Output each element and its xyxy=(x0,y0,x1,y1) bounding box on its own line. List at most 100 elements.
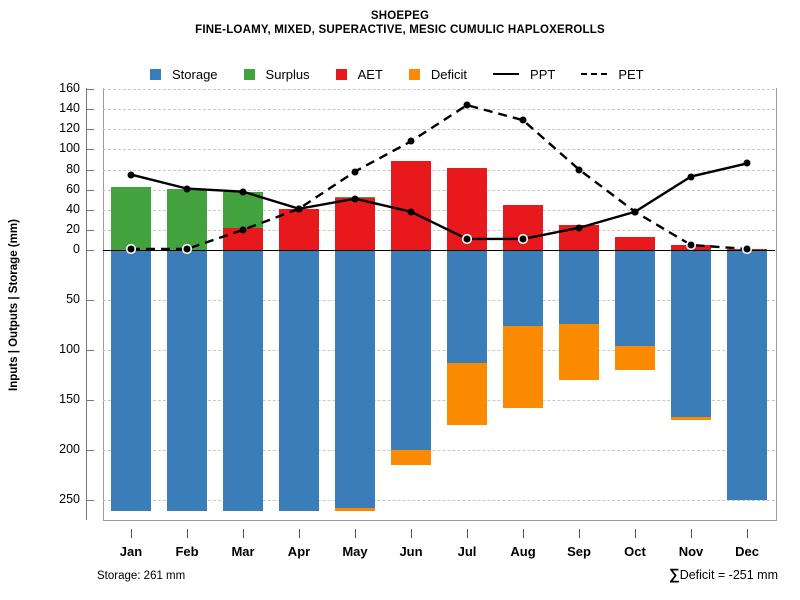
datapoint-ppt-sep xyxy=(575,224,583,232)
x-tick-mark-dec xyxy=(747,529,748,538)
y-tick-label: 80 xyxy=(66,161,80,176)
zero-line xyxy=(103,250,775,251)
y-tick-mark xyxy=(86,129,94,131)
legend-label-surplus: Surplus xyxy=(265,66,310,82)
legend-dashed-line-icon xyxy=(581,73,608,75)
datapoint-ppt-nov xyxy=(687,173,695,181)
x-tick-label-feb: Feb xyxy=(175,544,199,559)
gridline xyxy=(103,89,775,90)
sigma-icon: ∑ xyxy=(669,566,680,583)
datapoint-ppt-jun xyxy=(407,208,415,216)
legend-item-pet: PET xyxy=(581,67,669,82)
line-pet xyxy=(131,103,748,251)
line-series-layer xyxy=(130,103,748,251)
x-tick-mark-jun xyxy=(411,529,412,538)
datapoint-pet-jul xyxy=(463,101,471,109)
bar-surplus-feb xyxy=(166,188,208,250)
x-tick-label-jan: Jan xyxy=(119,544,143,559)
bar-deficit-jun xyxy=(390,450,432,465)
bar-storage-nov xyxy=(670,250,712,417)
datapoint-pet-may xyxy=(351,168,359,175)
storage-note: Storage: 261 mm xyxy=(97,570,186,582)
x-tick-mark-apr xyxy=(299,529,300,538)
x-tick-label-sep: Sep xyxy=(567,544,591,559)
bar-deficit-sep xyxy=(558,324,600,380)
bar-storage-mar xyxy=(222,250,264,511)
line-ppt xyxy=(130,162,748,241)
y-tick-label: 20 xyxy=(66,221,80,236)
gridline xyxy=(103,400,775,401)
y-tick-label: 150 xyxy=(59,392,80,406)
datapoint-ppt-aug xyxy=(519,235,527,243)
y-tick-mark xyxy=(86,189,94,191)
bar-deficit-oct xyxy=(614,346,656,370)
legend-swatch-aet-icon xyxy=(335,68,347,80)
y-tick-mark xyxy=(86,500,94,501)
chart-legend: Storage Surplus AET Deficit PPT PET xyxy=(150,64,710,84)
bar-deficit-jul xyxy=(446,363,488,425)
gridline xyxy=(103,500,775,501)
x-tick-mark-feb xyxy=(187,529,188,538)
bar-storage-may xyxy=(334,250,376,508)
gridline xyxy=(103,209,775,211)
legend-label-storage: Storage xyxy=(172,66,218,82)
bar-aet-oct xyxy=(614,236,656,250)
y-tick-mark xyxy=(86,169,94,171)
bar-storage-sep xyxy=(558,250,600,324)
y-tick-label: 250 xyxy=(59,492,80,506)
legend-label-deficit: Deficit xyxy=(430,66,468,82)
legend-item-storage: Storage xyxy=(150,67,244,82)
legend-item-deficit: Deficit xyxy=(408,66,493,82)
y-tick-label: 140 xyxy=(59,101,80,116)
datapoint-pet-jun xyxy=(407,137,415,145)
y-tick-mark xyxy=(86,400,94,401)
datapoint-pet-sep xyxy=(575,166,583,173)
bar-storage-oct xyxy=(614,250,656,346)
bar-deficit-nov xyxy=(670,417,712,420)
plot-frame xyxy=(103,88,777,521)
x-tick-label-aug: Aug xyxy=(510,544,536,559)
x-tick-mark-aug xyxy=(523,529,524,538)
bar-surplus-mar xyxy=(222,191,264,228)
x-tick-label-apr: Apr xyxy=(287,544,311,559)
y-tick-mark xyxy=(86,300,94,301)
y-tick-label: 0 xyxy=(73,242,80,256)
gridline xyxy=(103,109,775,111)
x-tick-mark-may xyxy=(355,529,356,538)
y-axis-line xyxy=(86,88,87,520)
legend-item-aet: AET xyxy=(335,67,409,82)
datapoint-ppt-jul xyxy=(463,235,471,243)
y-tick-label: 40 xyxy=(66,201,80,216)
plot-area xyxy=(103,88,775,518)
x-tick-label-dec: Dec xyxy=(735,544,759,559)
chart-title: SHOEPEG xyxy=(370,10,430,22)
x-tick-mark-nov xyxy=(691,529,692,538)
gridline xyxy=(103,189,775,191)
x-tick-label-jul: Jul xyxy=(457,544,477,559)
gridline xyxy=(103,169,775,171)
y-tick-mark xyxy=(86,350,94,351)
datapoint-pet-oct xyxy=(631,208,639,216)
datapoint-pet-nov xyxy=(687,241,695,249)
chart-subtitle: FINE-LOAMY, MIXED, SUPERACTIVE, MESIC CU… xyxy=(195,24,605,36)
y-tick-label: 60 xyxy=(66,181,80,196)
y-tick-mark xyxy=(86,229,94,231)
x-tick-mark-mar xyxy=(243,529,244,538)
x-tick-mark-jan xyxy=(131,529,132,538)
gridline xyxy=(103,149,775,151)
deficit-sum-note: ∑Deficit = -251 mm xyxy=(669,566,778,583)
y-tick-label: 120 xyxy=(59,121,80,136)
datapoint-ppt-feb xyxy=(183,185,191,193)
datapoint-pet-feb xyxy=(183,245,191,253)
y-tick-label: 160 xyxy=(59,81,80,95)
bar-aet-mar xyxy=(222,227,264,250)
bar-aet-jun xyxy=(390,161,432,250)
bar-deficit-aug xyxy=(502,326,544,408)
y-tick-mark xyxy=(86,450,94,451)
x-tick-mark-jul xyxy=(467,529,468,538)
bar-aet-may xyxy=(334,197,376,250)
y-tick-label: 200 xyxy=(59,442,80,456)
datapoint-pet-mar xyxy=(239,226,247,234)
bar-aet-aug xyxy=(502,204,544,250)
